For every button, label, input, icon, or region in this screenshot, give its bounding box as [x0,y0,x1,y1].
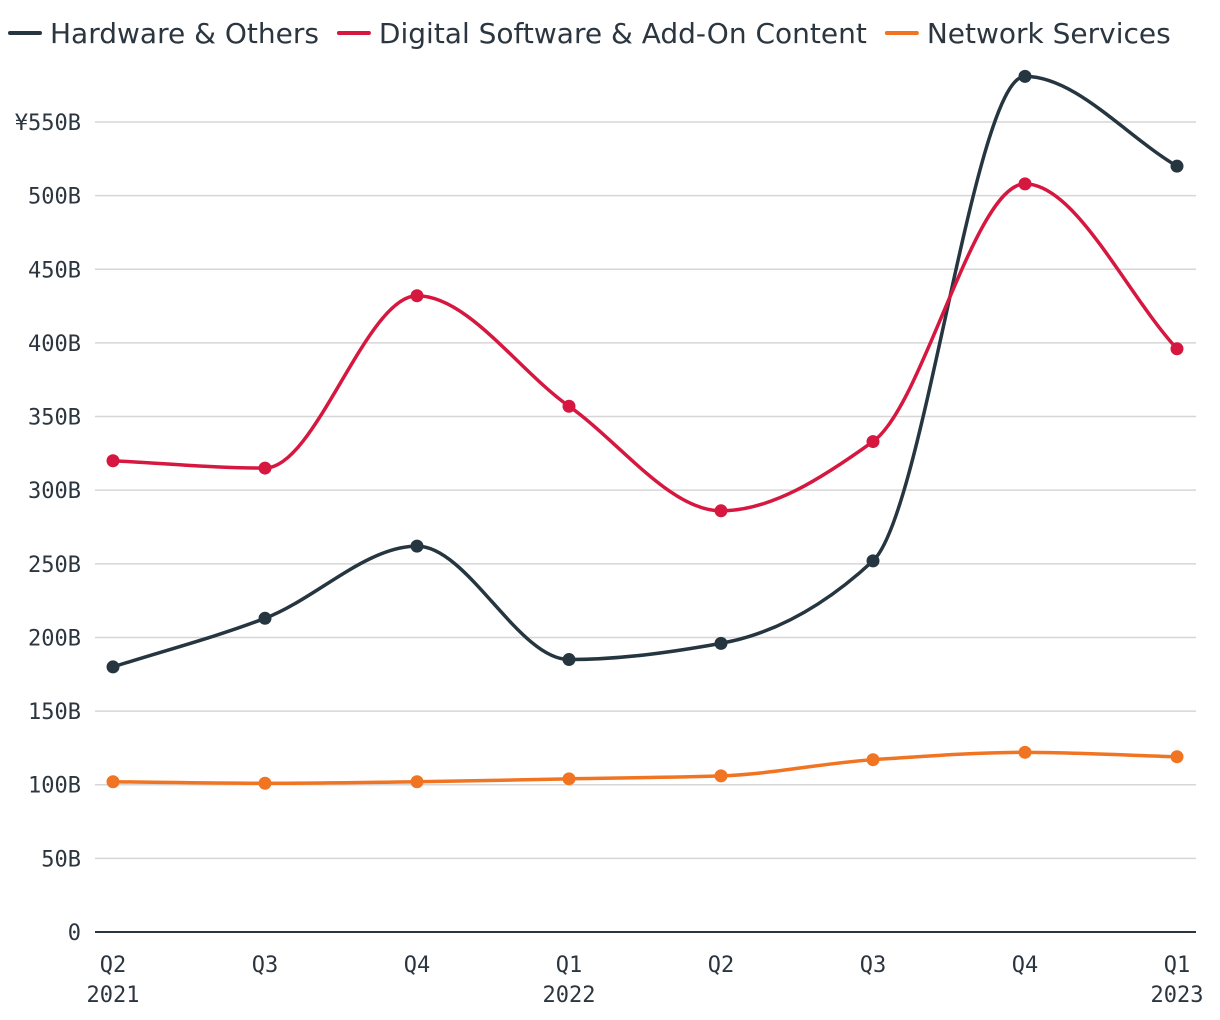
y-tick-label: 200B [28,626,81,651]
data-point [866,435,880,449]
data-point [714,504,728,518]
x-tick-label: Q3 [252,953,279,978]
data-point [562,399,576,413]
data-point [258,776,272,790]
y-tick-label: 450B [28,258,81,283]
y-tick-label: 500B [28,185,81,210]
legend-item-hardware-and-others: Hardware & Others [8,17,319,50]
x-axis: Q2 2021 Q3 Q4 Q1 2022 Q2 Q3 Q4 Q1 2023 [87,931,1204,1008]
x-tick-label: Q2 [708,953,735,978]
y-axis: 0 50B 100B 150B 200B 250B 300B 350B 400B 450B 500B… [15,111,81,946]
x-tick-label: Q2 [100,953,127,978]
data-point [106,454,120,468]
legend-item-network-services: Network Services [884,17,1171,50]
series-digital-software-and-add-on-content [106,177,1184,518]
series-group [106,69,1184,790]
x-tick-label: Q4 [404,953,431,978]
legend-label: Hardware & Others [50,17,319,50]
x-tick-label: Q3 [860,953,887,978]
data-point [106,660,120,674]
legend-label: Network Services [927,17,1171,50]
data-point [1170,159,1184,173]
x-tick-year-label: 2023 [1151,983,1204,1008]
x-tick-year-label: 2021 [87,983,140,1008]
y-tick-label: 350B [28,406,81,431]
data-point [1018,177,1032,191]
series-hardware-and-others [106,69,1184,674]
legend-label: Digital Software & Add-On Content [379,17,867,50]
data-point [714,636,728,650]
chart-legend: Hardware & Others Digital Software & Add-… [8,17,1171,50]
data-point [1170,750,1184,764]
x-tick-label: Q1 [556,953,583,978]
data-point [410,539,424,553]
data-point [562,653,576,667]
y-tick-label: 150B [28,700,81,725]
x-tick-label: Q1 [1164,953,1191,978]
data-point [562,772,576,786]
y-tick-label: 100B [28,774,81,799]
y-tick-label: 400B [28,332,81,357]
y-tick-label: 250B [28,553,81,578]
data-point [1018,745,1032,759]
x-tick-label: Q4 [1012,953,1039,978]
series-line-hardware-and-others [111,74,1179,669]
y-tick-label: 50B [41,847,81,872]
data-point [258,611,272,625]
data-point [1018,69,1032,83]
data-point [1170,342,1184,356]
data-point [714,769,728,783]
data-point [410,775,424,789]
y-tick-label: ¥550B [15,111,81,136]
x-tick-year-label: 2022 [543,983,596,1008]
series-line-network-services [111,750,1179,786]
legend-item-digital-software-and-add-on-content: Digital Software & Add-On Content [336,17,867,50]
data-point [106,775,120,789]
data-point [258,461,272,475]
series-line-digital-software-and-add-on-content [111,182,1179,513]
data-point [866,753,880,767]
series-network-services [106,745,1184,790]
y-tick-label: 0 [68,921,81,946]
y-tick-label: 300B [28,479,81,504]
data-point [866,554,880,568]
data-point [410,289,424,303]
grid-lines [95,121,1196,860]
